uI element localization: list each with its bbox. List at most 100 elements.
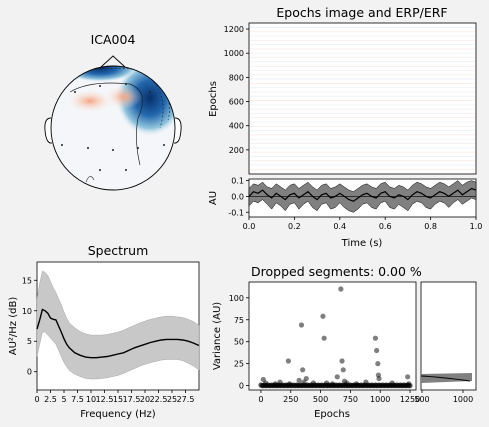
epochs-image-row xyxy=(250,35,475,37)
spectrum-xtick-label: 7.5 xyxy=(71,395,84,404)
epochs-image-row xyxy=(250,39,475,41)
sensor-dot xyxy=(125,83,127,85)
variance-axes xyxy=(248,281,417,391)
spectrum-confidence-band xyxy=(36,270,200,380)
histogram-panel: 500 1000 xyxy=(414,281,477,404)
variance-xtick-label: 500 xyxy=(313,395,328,404)
epochs-image-row xyxy=(250,125,475,127)
sensor-dot xyxy=(99,169,101,171)
topomap-title: ICA004 xyxy=(91,32,136,47)
right-ear-outline xyxy=(173,117,182,144)
epochs-image-row xyxy=(250,151,475,153)
epochs-ytick-label: 1000 xyxy=(224,49,244,58)
epochs-image-ylabel: Epochs xyxy=(208,81,219,117)
variance-xtick-label: 750 xyxy=(343,395,358,404)
spectrum-ytick-label: 5 xyxy=(27,337,32,346)
epochs-ytick-label: 600 xyxy=(229,98,244,107)
epochs-image-row xyxy=(250,138,475,140)
erp-xtick-label: 0.8 xyxy=(424,222,437,231)
variance-point xyxy=(320,313,326,319)
sensor-dot xyxy=(125,169,127,171)
spectrum-xtick-label: 2.5 xyxy=(44,395,57,404)
sensor-dot xyxy=(163,144,165,146)
topomap-red-center xyxy=(106,85,142,109)
erp-plot-area xyxy=(248,180,477,213)
spectrum-xtick-label: 12.5 xyxy=(96,395,114,404)
epochs-image-row xyxy=(250,168,475,170)
variance-point xyxy=(303,375,309,382)
epochs-image-row xyxy=(250,48,475,50)
epochs-ytick-label: 1200 xyxy=(224,25,244,34)
variance-ytick-label: 25 xyxy=(234,360,244,369)
variance-xtick-label: 1250 xyxy=(400,395,420,404)
variance-point xyxy=(296,377,302,383)
variance-point xyxy=(329,381,336,387)
variance-point xyxy=(334,374,340,380)
spectrum-ytick-label: 0 xyxy=(27,368,32,377)
spectrum-xtick-label: 22.5 xyxy=(150,395,168,404)
epochs-image-row xyxy=(250,57,475,58)
variance-point xyxy=(405,374,411,380)
variance-point xyxy=(300,367,306,373)
epochs-image-row xyxy=(250,160,475,162)
variance-point xyxy=(272,381,278,387)
spectrum-xtick-label: 15 xyxy=(113,395,123,404)
variance-point xyxy=(323,380,330,386)
spectrum-ytick-label: 15 xyxy=(22,276,32,285)
variance-point xyxy=(286,381,293,387)
variance-title: Dropped segments: 0.00 % xyxy=(251,264,422,279)
epochs-image-yticks: 200 400 600 800 1000 1200 xyxy=(224,25,249,155)
erp-mean-line xyxy=(248,187,477,202)
sensor-dot xyxy=(149,91,151,93)
epochs-ytick-label: 200 xyxy=(229,146,244,155)
erp-ticks: 0.0 0.2 0.4 0.6 0.8 1.0 0.1 0.0 -0.1 xyxy=(228,177,482,231)
variance-point xyxy=(374,347,380,354)
epochs-image-row xyxy=(250,147,475,149)
epochs-image-row xyxy=(250,44,475,46)
nose-outline xyxy=(100,55,126,68)
variance-point xyxy=(338,286,344,292)
spectrum-title: Spectrum xyxy=(88,243,149,258)
spectrum-panel: Spectrum 0 2.5 5 7.5 10 12.5 15 17.5 20 22.5 25 27.… xyxy=(8,243,200,420)
epochs-image-row xyxy=(250,87,475,89)
epochs-image-row xyxy=(250,143,475,144)
histogram-density-line xyxy=(420,375,471,382)
spectrum-xtick-label: 17.5 xyxy=(123,395,141,404)
epochs-image-row xyxy=(250,156,475,157)
erp-ytick-label: 0.1 xyxy=(231,177,244,186)
histogram-ticks: 500 1000 xyxy=(414,390,473,404)
epochs-image-row xyxy=(250,130,475,132)
variance-plot-area xyxy=(258,286,413,389)
erp-xtick-label: 0.6 xyxy=(379,222,392,231)
erp-ytick-label: 0.0 xyxy=(231,192,244,201)
spectrum-xtick-label: 10 xyxy=(86,395,96,404)
spectrum-xtick-label: 27.5 xyxy=(177,395,195,404)
variance-xlabel: Epochs xyxy=(314,409,350,420)
epochs-image-row xyxy=(250,113,475,114)
variance-xtick-label: 1000 xyxy=(370,395,390,404)
spectrum-xtick-label: 25 xyxy=(167,395,177,404)
variance-point xyxy=(263,380,269,386)
left-ear-outline xyxy=(44,117,53,144)
topomap-contour-6 xyxy=(85,176,95,183)
head-outline xyxy=(50,65,176,191)
epochs-image-row xyxy=(250,108,475,110)
sensor-dot xyxy=(61,144,63,146)
epochs-image-row xyxy=(250,91,475,93)
epochs-image-row xyxy=(250,70,475,71)
variance-ytick-label: 75 xyxy=(234,316,244,325)
variance-point xyxy=(353,381,359,387)
variance-point xyxy=(277,379,283,385)
erp-ytick-label: -0.1 xyxy=(228,208,244,217)
variance-point xyxy=(321,335,327,341)
topomap-contour-1 xyxy=(69,82,143,166)
epochs-image-panel: Epochs image and ERP/ERF 200 400 600 800 100… xyxy=(208,5,477,175)
histogram-axes xyxy=(420,281,477,391)
erp-xtick-label: 0.0 xyxy=(243,222,256,231)
variance-point xyxy=(406,381,412,387)
erp-xtick-label: 0.2 xyxy=(288,222,301,231)
epochs-image-title: Epochs image and ERP/ERF xyxy=(276,5,447,20)
variance-point xyxy=(310,380,317,386)
